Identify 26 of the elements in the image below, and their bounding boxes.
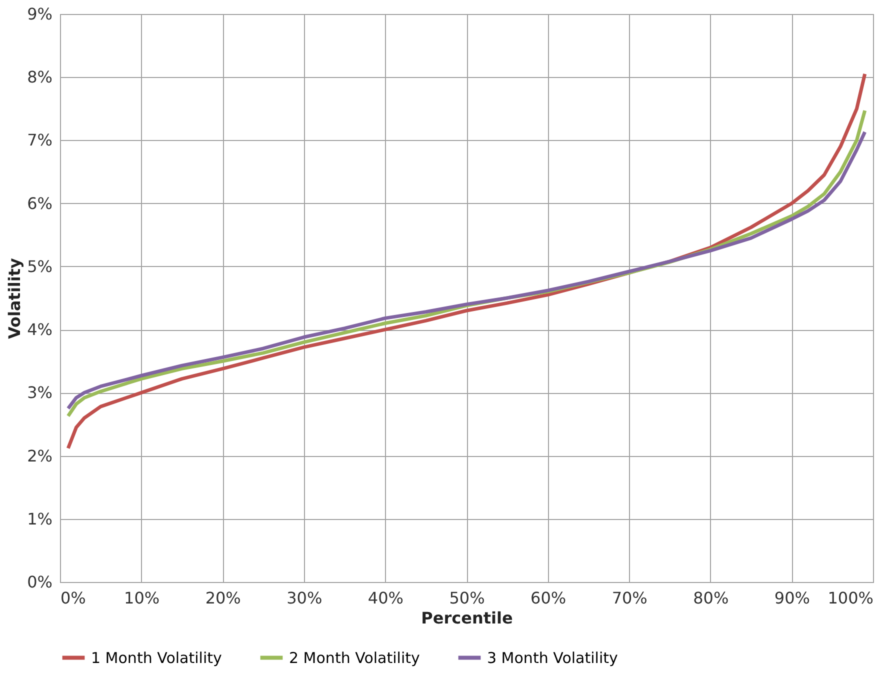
y-tick-label: 0% [27,572,52,592]
y-tick-label: 9% [27,4,52,24]
x-tick-label: 70% [612,588,648,608]
y-tick-label: 4% [27,320,52,340]
legend-label: 1 Month Volatility [91,648,222,667]
legend-label: 3 Month Volatility [487,648,618,667]
y-tick-label: 5% [27,256,52,276]
legend-label: 2 Month Volatility [289,648,420,667]
y-tick-label: 2% [27,446,52,466]
y-tick-label: 7% [27,130,52,150]
x-tick-label: 80% [693,588,729,608]
x-axis-title: Percentile [421,608,513,628]
x-tick-label: 50% [449,588,485,608]
y-tick-label: 8% [27,68,52,87]
x-tick-label: 100% [828,588,874,608]
x-tick-label: 10% [124,588,160,608]
x-tick-label: 40% [368,588,404,608]
y-tick-label: 6% [27,194,52,213]
x-tick-label: 0% [60,588,86,608]
y-tick-label: 3% [27,383,52,402]
x-tick-label: 30% [286,588,322,608]
x-tick-label: 90% [774,588,810,608]
y-tick-label: 1% [27,509,52,528]
x-tick-label: 60% [530,588,566,608]
x-tick-label: 20% [205,588,241,608]
y-axis-title: Volatility [5,257,24,339]
